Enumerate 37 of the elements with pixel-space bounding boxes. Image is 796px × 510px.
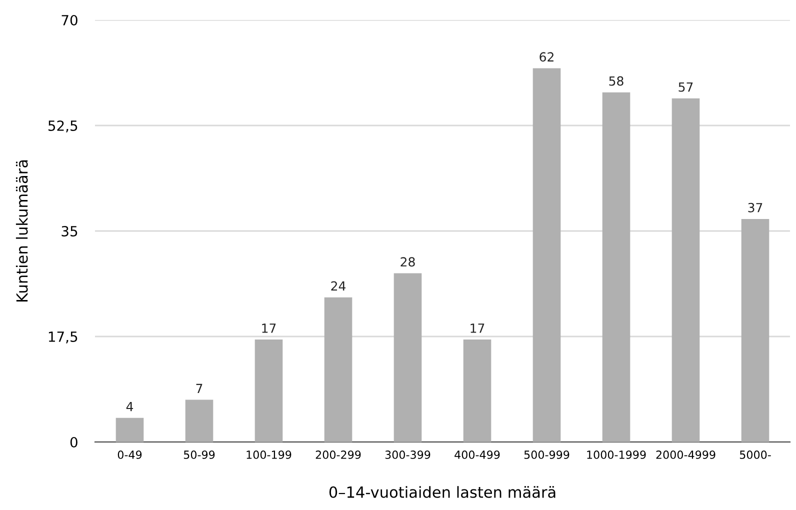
x-tick-label: 200-299 [316,450,361,459]
y-tick-label: 52,5 [48,120,78,132]
y-tick-label: 17,5 [48,332,78,344]
data-label: 28 [400,257,415,267]
bar [185,400,214,442]
bar [394,273,422,442]
bar [602,92,630,442]
x-tick-label: 50-99 [184,450,215,459]
x-tick-label: 2000-4999 [656,450,716,459]
x-tick-label: 1000-1999 [587,450,646,459]
bar [254,340,283,442]
y-tick-label: 70 [62,14,78,26]
data-label: 4 [126,402,134,412]
bar [672,98,700,442]
bar [116,418,144,442]
y-axis-title: Kuntien lukumäärä [16,160,28,302]
bar [324,297,352,442]
data-label: 57 [678,82,693,92]
y-tick-label: 35 [62,226,78,236]
data-label: 17 [262,324,276,333]
x-tick-label: 100-199 [246,450,292,459]
data-label: 62 [540,52,554,62]
x-tick-label: 300-399 [385,450,430,459]
x-tick-label: 500-999 [524,450,570,459]
x-tick-label: 5000- [740,450,771,459]
x-axis-title: 0–14-vuotiaiden lasten määrä [329,486,556,498]
y-tick-label: 0 [70,436,78,448]
bar [463,340,492,442]
bar [741,218,770,442]
data-label: 24 [331,281,346,291]
data-label: 17 [470,324,484,333]
x-tick-label: 400-499 [454,450,500,459]
bar [532,68,561,442]
data-label: 37 [748,202,762,212]
x-tick-label: 0-49 [118,450,142,459]
data-label: 7 [196,384,202,394]
data-label: 58 [609,76,624,86]
